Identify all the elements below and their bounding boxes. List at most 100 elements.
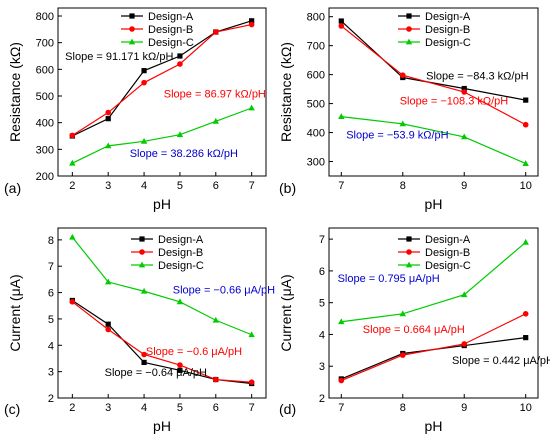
data-point	[105, 109, 112, 116]
y-tick-label: 2	[319, 393, 325, 405]
data-point	[141, 351, 147, 358]
data-point	[338, 18, 344, 24]
data-point	[522, 310, 529, 317]
slope-annotation: Slope = −0.6 μA/pH	[146, 346, 242, 358]
y-tick-label: 6	[319, 266, 325, 278]
data-point	[461, 133, 468, 140]
series-line-design-c	[71, 236, 252, 336]
data-point	[399, 352, 406, 358]
data-point	[461, 291, 468, 298]
x-tick-label: 9	[461, 180, 467, 192]
data-point	[105, 142, 112, 149]
x-tick-label: 3	[105, 180, 111, 192]
legend-label: Design-B	[148, 24, 193, 36]
panel-label: (b)	[279, 180, 296, 196]
legend-marker	[405, 38, 413, 45]
series-line-design-b	[340, 25, 526, 126]
series-line-design-c	[72, 107, 252, 164]
data-point	[212, 117, 219, 124]
y-axis-label: Current (μA)	[7, 274, 23, 351]
slope-annotation: Slope = −108.3 kΩ/pH	[400, 96, 509, 108]
data-point	[248, 21, 255, 28]
data-point	[176, 298, 184, 305]
plot-frame	[328, 7, 539, 177]
y-tick-label: 7	[319, 234, 325, 246]
plot-frame	[57, 7, 267, 177]
data-point	[177, 367, 183, 373]
x-tick-label: 2	[69, 180, 75, 192]
data-point	[105, 116, 111, 122]
y-tick-label: 600	[36, 64, 54, 76]
data-point	[338, 23, 345, 29]
y-tick-label: 2	[48, 393, 54, 405]
x-tick-label: 7	[338, 180, 344, 192]
data-point	[141, 79, 147, 86]
legend-marker	[139, 249, 145, 255]
plot-frame	[57, 227, 267, 399]
data-point	[249, 18, 255, 24]
data-point	[461, 85, 467, 92]
plot-frame	[328, 227, 539, 399]
x-axis-label: pH	[153, 418, 171, 434]
panel-label: (a)	[4, 180, 21, 196]
slope-annotation: Slope = 38.286 kΩ/pH	[130, 148, 238, 160]
legend-label: Design-B	[425, 247, 470, 259]
data-point	[338, 113, 345, 120]
data-point	[140, 137, 148, 144]
series-line-design-a	[72, 20, 252, 137]
series-line-design-c	[341, 241, 527, 323]
slope-annotation: Slope = 91.171 kΩ/pH	[65, 51, 173, 63]
y-tick-label: 5	[319, 298, 325, 310]
slope-annotation: Slope = −0.66 μA/pH	[173, 284, 275, 296]
legend-marker	[406, 236, 412, 242]
y-tick-label: 300	[307, 157, 325, 169]
y-tick-label: 500	[307, 99, 325, 111]
data-point	[248, 331, 255, 338]
y-tick-label: 4	[48, 340, 54, 352]
slope-annotation: Slope = −84.3 kΩ/pH	[426, 71, 528, 83]
data-point	[176, 131, 184, 138]
data-point	[212, 29, 219, 35]
y-tick-label: 800	[307, 12, 325, 24]
legend-label: Design-A	[158, 234, 204, 246]
data-point	[69, 159, 76, 166]
legend-marker	[139, 236, 145, 242]
slope-annotation: Slope = 0.442 μA/pH	[452, 355, 550, 367]
x-tick-label: 5	[177, 402, 183, 414]
legend-marker	[129, 13, 135, 19]
y-tick-label: 700	[307, 41, 325, 53]
legend-marker	[406, 249, 412, 255]
data-point	[523, 97, 529, 103]
x-tick-label: 7	[249, 180, 255, 192]
x-tick-label: 6	[213, 402, 219, 414]
y-tick-label: 700	[36, 38, 54, 50]
data-point	[69, 132, 76, 139]
data-point	[399, 72, 406, 78]
legend-label: Design-C	[425, 37, 471, 49]
legend-label: Design-C	[425, 260, 471, 272]
data-point	[177, 53, 183, 59]
y-tick-label: 400	[36, 118, 54, 130]
data-point	[248, 379, 255, 385]
data-point	[140, 287, 148, 294]
y-tick-label: 200	[36, 171, 54, 183]
x-tick-label: 10	[520, 402, 532, 414]
legend-label: Design-C	[148, 37, 194, 49]
data-point	[212, 376, 219, 383]
legend-marker	[406, 26, 412, 32]
data-point	[105, 278, 112, 285]
y-axis-label: Resistance (kΩ)	[278, 42, 294, 142]
x-tick-label: 9	[461, 402, 467, 414]
panel-label: (d)	[279, 401, 296, 417]
legend-marker	[405, 261, 413, 268]
data-point	[69, 298, 76, 305]
data-point	[248, 104, 255, 111]
x-tick-label: 7	[249, 402, 255, 414]
slope-annotation: Slope = 86.97 kΩ/pH	[164, 88, 266, 100]
series-line-design-c	[341, 116, 526, 165]
x-tick-label: 10	[520, 180, 532, 192]
series-line-design-b	[71, 301, 252, 383]
legend-marker	[128, 38, 136, 45]
